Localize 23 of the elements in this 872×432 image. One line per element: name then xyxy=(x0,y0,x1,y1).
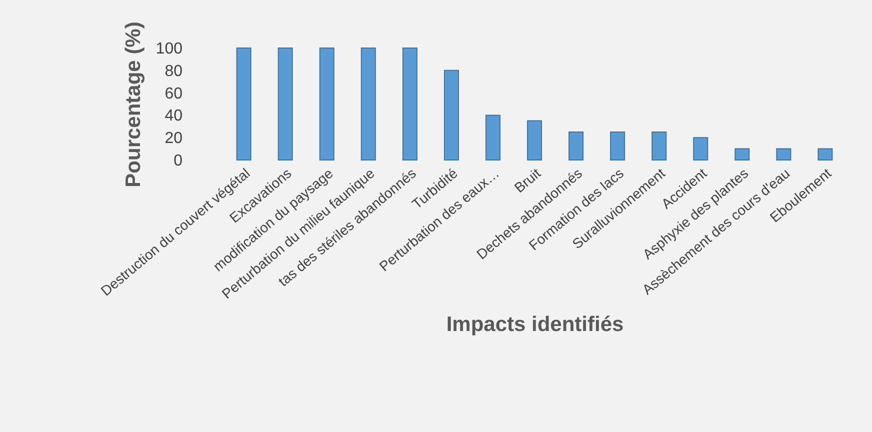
bar xyxy=(319,48,334,160)
bar xyxy=(278,48,293,160)
bar xyxy=(652,132,667,160)
y-tick-label: 0 xyxy=(174,152,183,170)
bar xyxy=(610,132,626,160)
y-axis-title: Pourcentage (%) xyxy=(122,22,145,188)
y-tick-label: 80 xyxy=(164,62,183,80)
bar xyxy=(568,132,584,160)
bar xyxy=(444,70,459,160)
bar xyxy=(527,120,542,160)
bar xyxy=(776,148,792,160)
bar xyxy=(236,48,252,160)
y-tick-label: 60 xyxy=(164,85,183,102)
bar xyxy=(734,148,750,160)
x-axis-title: Impacts identifiés xyxy=(446,312,624,336)
y-tick-label: 40 xyxy=(164,108,183,125)
y-tick-label: 100 xyxy=(156,40,183,58)
bar xyxy=(693,137,708,160)
bar xyxy=(360,48,376,160)
bar xyxy=(818,148,833,160)
y-tick-label: 20 xyxy=(164,130,183,148)
bar xyxy=(402,48,418,160)
bar xyxy=(485,114,500,160)
